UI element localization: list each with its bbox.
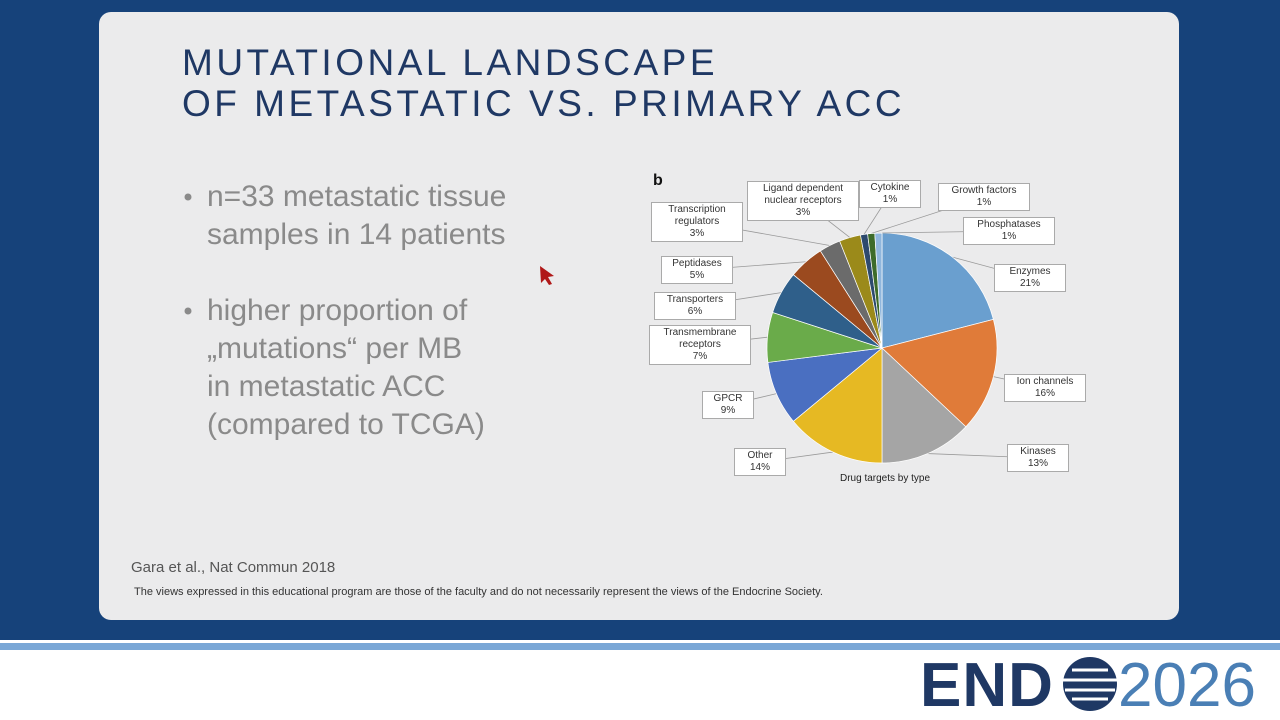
slice-name: Phosphatases [977, 219, 1041, 230]
slice-percent: 5% [689, 270, 705, 281]
logo-right: 2026 [1118, 651, 1256, 720]
pie-slice [874, 232, 883, 349]
slice-name: Enzymes [1009, 266, 1051, 277]
pie-slice [881, 347, 967, 464]
pie-slice [881, 232, 994, 349]
slice-percent: 1% [882, 194, 898, 205]
slice-percent: 6% [687, 306, 703, 317]
title-line: OF METASTATIC VS. PRIMARY ACC [182, 83, 906, 124]
slice-name: Cytokine [870, 182, 910, 193]
slice-label: Ligand dependent nuclear receptors 3% [747, 181, 859, 221]
slice-percent: 1% [1001, 231, 1017, 242]
slice-label: GPCR 9% [702, 391, 754, 419]
slice-percent: 16% [1034, 388, 1055, 399]
slice-label: Enzymes 21% [994, 264, 1066, 292]
slice-label: Growth factors 1% [938, 183, 1030, 211]
slice-percent: 13% [1027, 458, 1048, 469]
pie-slice [881, 318, 998, 428]
cursor [540, 266, 554, 285]
slice-percent: 9% [720, 405, 736, 416]
slice-name: Ligand dependent nuclear receptors [762, 183, 844, 206]
bullet-line: samples in 14 patients [207, 218, 506, 251]
chart-title: Drug targets by type [840, 473, 931, 484]
slice-label: Peptidases 5% [661, 256, 733, 284]
bullet-line: „mutations“ per MB [207, 332, 463, 365]
bullet-dot [184, 307, 192, 315]
slice-percent: 1% [976, 197, 992, 208]
slice-name: Peptidases [672, 258, 722, 269]
bullet-line: (compared to TCGA) [207, 408, 485, 441]
slice-name: Transporters [666, 294, 724, 305]
logo-globe-lines [1063, 668, 1117, 701]
slice-label: Transmembrane receptors 7% [649, 325, 751, 365]
slice-percent: 3% [795, 207, 811, 218]
slice-name: Transmembrane receptors [663, 327, 737, 350]
bullet-line: higher proportion of [207, 294, 468, 327]
slice-label: Ion channels 16% [1004, 374, 1086, 402]
slice-label: Transporters 6% [654, 292, 736, 320]
bullet-line: n=33 metastatic tissue [207, 180, 507, 213]
slice-label: Cytokine 1% [859, 180, 921, 208]
slice-name: Other [747, 450, 773, 461]
slice-name: Growth factors [951, 185, 1017, 196]
bullet-dot [184, 193, 192, 201]
slice-percent: 7% [692, 351, 708, 362]
title-line: MUTATIONAL LANDSCAPE [182, 42, 719, 83]
slice-percent: 3% [689, 228, 705, 239]
slice-label: Other 14% [734, 448, 786, 476]
slice-name: Ion channels [1016, 376, 1074, 387]
citation: Gara et al., Nat Commun 2018 [131, 559, 336, 576]
slice-name: Transcription regulators [668, 204, 726, 227]
slide-card [99, 12, 1179, 620]
footer-stripe [0, 643, 1280, 650]
logo-globe [1063, 657, 1117, 711]
panel-label: b [653, 172, 663, 189]
slice-percent: 21% [1019, 278, 1040, 289]
slice-label: Phosphatases 1% [963, 217, 1055, 245]
bullet-line: in metastatic ACC [207, 370, 446, 403]
slice-name: GPCR [713, 393, 743, 404]
pie-slice [792, 347, 883, 464]
slice-label: Transcription regulators 3% [651, 202, 743, 242]
slice-name: Kinases [1020, 446, 1056, 457]
slice-label: Kinases 13% [1007, 444, 1069, 472]
slice-percent: 14% [749, 462, 770, 473]
disclaimer: The views expressed in this educational … [134, 586, 823, 598]
logo-left: END [920, 651, 1054, 720]
